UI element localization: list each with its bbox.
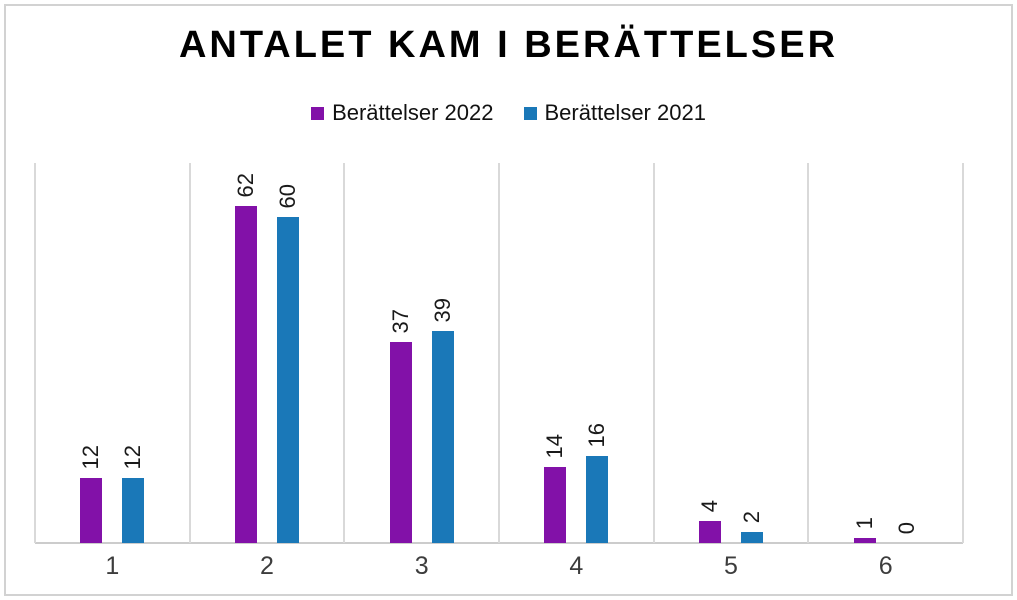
category-label-4: 4 (569, 552, 584, 580)
legend-marker-2022-icon (311, 106, 325, 120)
category-label-1: 1 (105, 552, 120, 580)
bar-berättelser-2022-cat-1 (80, 478, 103, 543)
gridline (34, 163, 36, 543)
bar-berättelser-2022-cat-2 (235, 206, 257, 543)
category-label-5: 5 (724, 552, 738, 580)
legend-item-2022: Berättelser 2022 (311, 100, 494, 126)
legend-label-2021: Berättelser 2021 (544, 100, 706, 125)
value-label: 14 (542, 433, 568, 458)
legend-marker-2021-icon (523, 106, 537, 120)
plot-area: 12 12 1 62 60 2 37 39 3 14 16 4 4 2 5 1 0 6 (34, 163, 964, 580)
gridline (188, 163, 191, 543)
gridline (343, 163, 346, 543)
value-label: 4 (697, 499, 722, 512)
x-axis-line (35, 542, 963, 544)
gridline (962, 163, 964, 543)
bar-berättelser-2021-cat-2 (277, 217, 299, 543)
bar-berättelser-2021-cat-5 (741, 532, 763, 543)
value-label: 12 (120, 444, 146, 469)
gridline (498, 163, 500, 543)
bar-berättelser-2021-cat-4 (586, 456, 609, 543)
gridline (652, 163, 655, 543)
value-label: 0 (893, 521, 919, 534)
chart-title: ANTALET KAM I BERÄTTELSER (178, 24, 839, 66)
bar-berättelser-2021-cat-1 (122, 478, 145, 543)
bar-berättelser-2021-cat-3 (431, 331, 454, 543)
bar-berättelser-2022-cat-3 (389, 342, 412, 543)
bar-berättelser-2022-cat-4 (544, 467, 567, 543)
value-label: 12 (78, 444, 104, 469)
bar-berättelser-2022-cat-5 (699, 521, 721, 543)
legend-item-2021: Berättelser 2021 (523, 100, 706, 126)
category-label-2: 2 (260, 552, 274, 580)
value-label: 60 (275, 183, 300, 208)
legend-label-2022: Berättelser 2022 (332, 100, 494, 125)
gridline (807, 163, 810, 543)
bar-berättelser-2022-cat-6 (853, 538, 876, 543)
value-label: 39 (429, 297, 455, 322)
legend: Berättelser 2022 Berättelser 2021 (0, 100, 1017, 126)
category-label-3: 3 (414, 552, 429, 580)
value-label: 1 (851, 516, 877, 529)
value-label: 37 (387, 308, 413, 333)
value-label: 16 (584, 422, 610, 447)
value-label: 2 (739, 510, 764, 523)
category-label-6: 6 (878, 552, 893, 580)
value-label: 62 (233, 172, 258, 197)
